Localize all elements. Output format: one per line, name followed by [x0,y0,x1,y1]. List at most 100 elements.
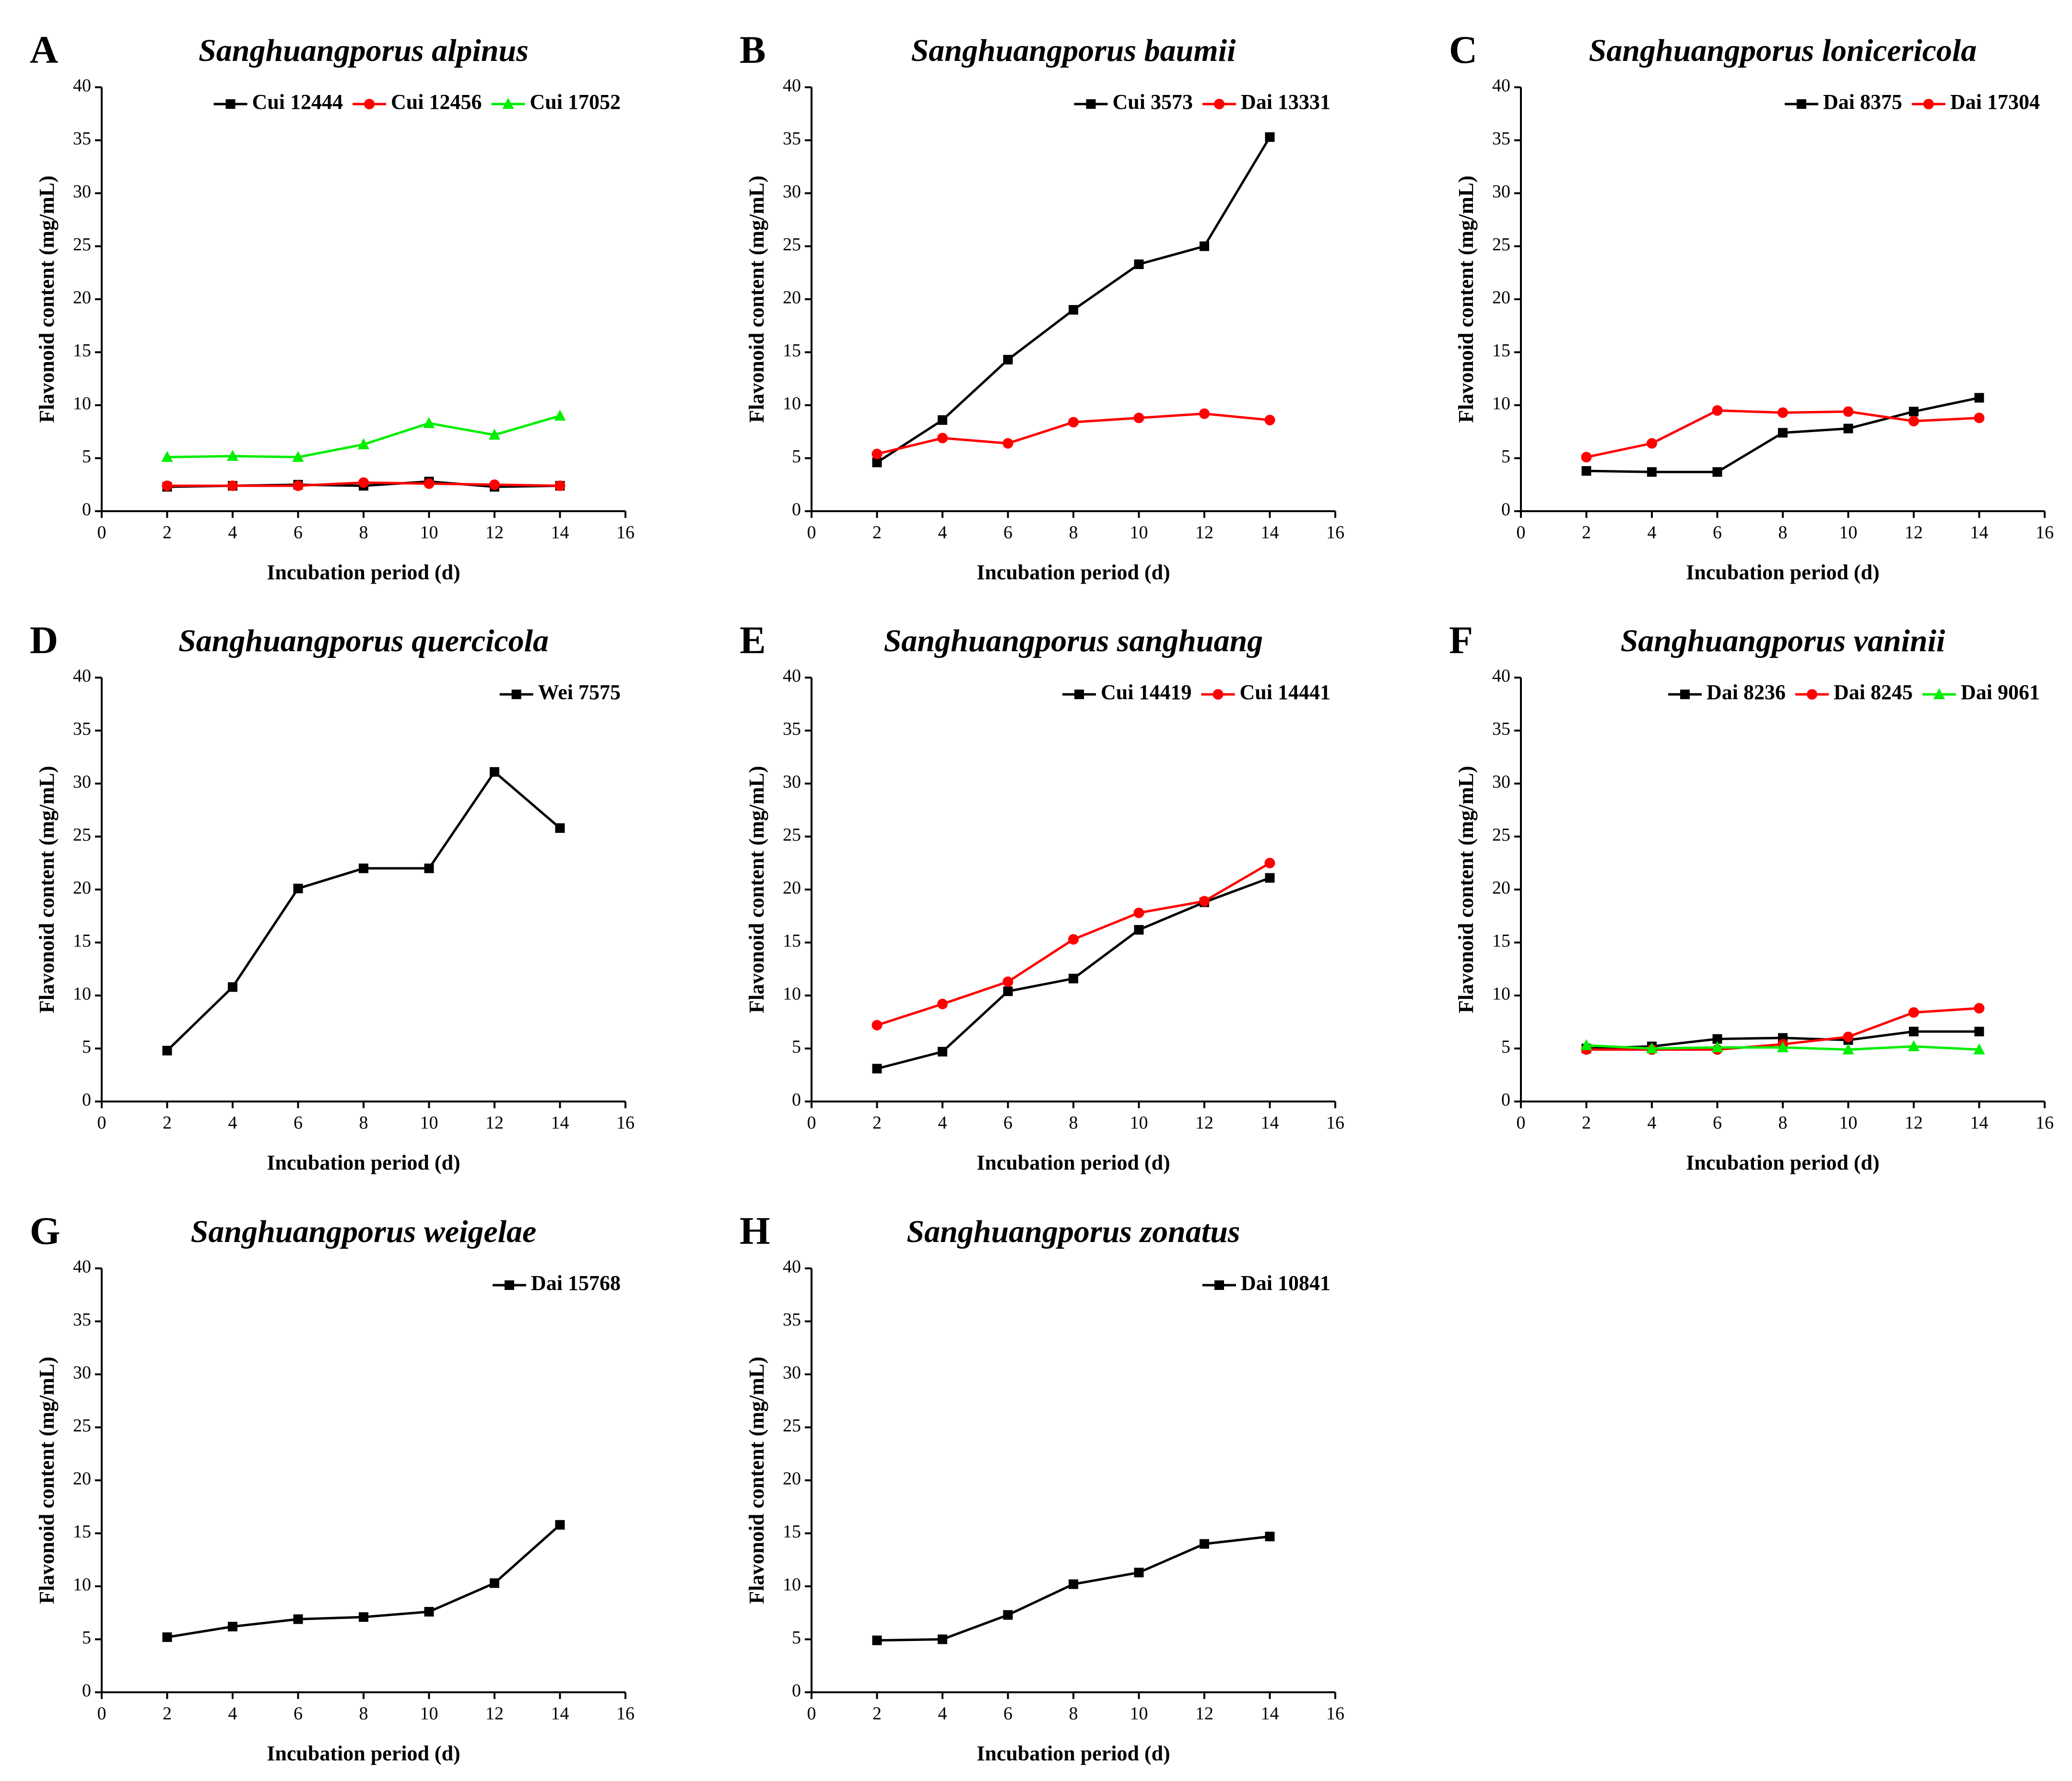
x-tick-label: 12 [1195,523,1213,543]
marker [1200,1539,1209,1549]
marker [1002,438,1013,449]
legend-item: Cui 12444 [213,90,343,114]
x-tick-label: 6 [1713,1113,1722,1133]
marker [1933,688,1945,699]
marker [1974,1003,1985,1014]
x-tick-label: 12 [1905,1113,1923,1133]
y-tick-label: 0 [82,1681,91,1701]
marker [1214,99,1224,109]
x-tick-label: 10 [1130,1704,1148,1724]
x-tick-label: 4 [938,1704,947,1724]
panel: C Sanghuangporus lonicericola051015202530… [1449,28,2054,584]
x-tick-label: 16 [616,1113,635,1133]
x-tick-label: 6 [1003,1113,1012,1133]
marker [225,99,235,109]
y-tick-label: 5 [1501,446,1510,467]
marker [872,1064,882,1074]
marker [511,690,521,699]
y-tick-label: 15 [783,1522,801,1542]
x-tick-label: 10 [1839,523,1858,543]
x-tick-label: 6 [294,1113,303,1133]
x-tick-label: 8 [359,1113,368,1133]
y-tick-label: 0 [82,1090,91,1110]
y-tick-label: 30 [783,182,801,202]
y-axis-title: Flavonoid content (mg/mL) [35,766,59,1013]
chart-title: Sanghuangporus weigelae [191,1214,537,1249]
y-tick-label: 20 [73,288,91,308]
chart-title: Sanghuangporus zonatus [906,1214,1240,1249]
chart-title: Sanghuangporus vaninii [1621,623,1945,658]
legend-label: Cui 3573 [1113,90,1193,114]
marker [555,823,565,833]
marker [1003,986,1013,996]
y-tick-label: 10 [73,984,91,1004]
x-tick-label: 0 [1517,523,1526,543]
y-tick-label: 40 [73,76,91,96]
y-tick-label: 15 [1492,340,1510,361]
marker [490,1578,499,1588]
marker [228,982,237,992]
x-tick-label: 14 [551,1113,569,1133]
x-axis-title: Incubation period (d) [267,1151,460,1174]
marker [1580,1039,1592,1050]
marker [1712,467,1722,477]
y-tick-label: 35 [783,719,801,739]
y-tick-label: 25 [73,825,91,845]
marker [162,1632,172,1642]
series-line [167,414,561,458]
y-tick-label: 10 [783,984,801,1004]
marker [1134,925,1144,935]
y-tick-label: 0 [1501,1090,1510,1110]
x-tick-label: 4 [938,523,947,543]
y-tick-label: 5 [792,446,801,467]
x-tick-label: 6 [1003,523,1012,543]
marker [227,480,238,491]
y-tick-label: 40 [73,666,91,686]
y-tick-label: 35 [1492,719,1510,739]
x-tick-label: 12 [1195,1113,1213,1133]
legend-label: Dai 8245 [1834,680,1913,704]
marker [1069,305,1078,315]
x-tick-label: 0 [807,1704,816,1724]
panel-label: F [1449,618,1473,662]
marker [938,415,947,425]
marker [161,451,173,462]
legend-label: Cui 12456 [391,90,482,114]
y-tick-label: 15 [73,340,91,361]
x-tick-label: 12 [1195,1704,1213,1724]
panel: E Sanghuangporus sanghuang051015202530354… [740,618,1344,1174]
x-tick-label: 2 [872,1704,882,1724]
y-tick-label: 30 [783,1363,801,1383]
marker [1213,689,1224,700]
marker [293,480,304,491]
marker [1797,99,1806,109]
panel: B Sanghuangporus baumii 0 5 10 15 20 25 30 35 40 0 2… [740,28,1344,584]
legend-label: Cui 14419 [1101,680,1191,704]
x-tick-label: 2 [163,1113,172,1133]
x-tick-label: 8 [359,1704,368,1724]
y-tick-label: 25 [783,234,801,255]
x-tick-label: 4 [1648,523,1657,543]
y-tick-label: 30 [73,182,91,202]
x-tick-label: 16 [1326,523,1344,543]
x-tick-label: 6 [294,1704,303,1724]
x-tick-label: 4 [228,1704,237,1724]
y-tick-label: 5 [82,1037,91,1057]
x-tick-label: 8 [1778,523,1788,543]
marker [1909,407,1919,417]
y-tick-label: 10 [73,394,91,414]
marker [1581,452,1592,463]
panel: G Sanghuangporus weigelae0510152025303540… [30,1209,635,1765]
legend-label: Dai 15768 [531,1271,621,1295]
marker [937,433,948,444]
marker [1647,467,1657,477]
y-tick-label: 10 [73,1575,91,1595]
marker [1923,99,1934,109]
marker [293,1614,303,1624]
x-tick-label: 16 [1326,1704,1344,1724]
x-tick-label: 2 [872,523,882,543]
y-tick-label: 20 [1492,878,1510,898]
y-tick-label: 25 [73,234,91,255]
legend-item: Dai 13331 [1202,90,1330,114]
y-tick-label: 40 [1492,666,1510,686]
